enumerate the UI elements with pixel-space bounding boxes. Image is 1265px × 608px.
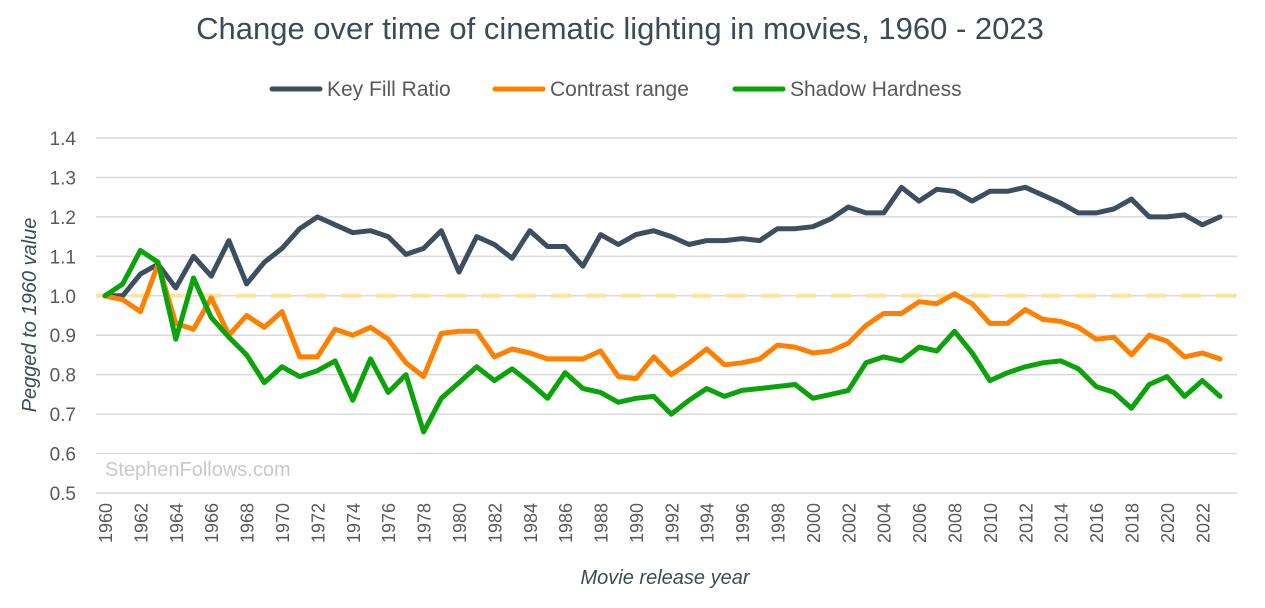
x-tick-label: 1996 bbox=[733, 503, 753, 543]
x-tick-label: 1984 bbox=[521, 503, 541, 543]
x-tick-label: 1964 bbox=[167, 503, 187, 543]
x-tick-label: 1986 bbox=[556, 503, 576, 543]
x-tick-label: 1976 bbox=[379, 503, 399, 543]
x-tick-label: 2010 bbox=[981, 503, 1001, 543]
legend: Key Fill Ratio Contrast range Shadow Hardn… bbox=[269, 78, 962, 101]
x-tick-label: 2018 bbox=[1123, 503, 1143, 543]
x-tick-label: 1970 bbox=[273, 503, 293, 543]
x-tick-label: 1988 bbox=[592, 503, 612, 543]
chart-title: Change over time of cinematic lighting i… bbox=[196, 11, 1044, 46]
x-axis-ticks: 1960 1962 1964 1966 1968 1970 1972 1974 1976 1978… bbox=[96, 503, 1213, 543]
x-tick-label: 1982 bbox=[485, 503, 505, 543]
legend-label: Contrast range bbox=[550, 78, 689, 101]
x-tick-label: 2022 bbox=[1193, 503, 1213, 543]
x-tick-label: 1978 bbox=[415, 503, 435, 543]
x-tick-label: 2002 bbox=[839, 503, 859, 543]
x-tick-label: 2012 bbox=[1016, 503, 1036, 543]
x-tick-label: 1992 bbox=[662, 503, 682, 543]
y-axis-ticks: 0.5 0.6 0.7 0.8 0.9 1.0 1.1 1.2 1.3 1.4 bbox=[50, 129, 77, 505]
y-tick-label: 1.3 bbox=[50, 168, 76, 189]
x-tick-label: 2004 bbox=[875, 503, 895, 543]
watermark: StephenFollows.com bbox=[105, 459, 291, 481]
legend-label: Key Fill Ratio bbox=[327, 78, 451, 101]
x-tick-label: 1994 bbox=[698, 503, 718, 543]
series-line-contrast-range bbox=[102, 261, 1223, 382]
x-tick-label: 2006 bbox=[910, 503, 930, 543]
y-tick-label: 0.6 bbox=[50, 445, 76, 466]
y-tick-label: 1.2 bbox=[50, 208, 76, 229]
x-tick-label: 1998 bbox=[769, 503, 789, 543]
x-tick-label: 2016 bbox=[1087, 503, 1107, 543]
y-axis-label: Pegged to 1960 value bbox=[19, 218, 41, 413]
y-tick-label: 1.1 bbox=[50, 247, 76, 268]
series-line-key-fill-ratio bbox=[102, 184, 1223, 299]
x-tick-label: 1966 bbox=[202, 503, 222, 543]
x-tick-label: 1974 bbox=[344, 503, 364, 543]
x-tick-label: 2000 bbox=[804, 503, 824, 543]
x-tick-label: 1962 bbox=[131, 503, 151, 543]
y-tick-label: 0.5 bbox=[50, 484, 76, 505]
gridlines bbox=[96, 137, 1237, 494]
series-lines bbox=[102, 184, 1223, 435]
x-tick-label: 1968 bbox=[238, 503, 258, 543]
x-tick-label: 2020 bbox=[1158, 503, 1178, 543]
x-axis-label: Movie release year bbox=[581, 567, 751, 589]
x-tick-label: 1980 bbox=[450, 503, 470, 543]
y-tick-label: 0.8 bbox=[50, 366, 76, 387]
x-tick-label: 1960 bbox=[96, 503, 116, 543]
x-tick-label: 2008 bbox=[946, 503, 966, 543]
y-tick-label: 0.7 bbox=[50, 405, 76, 426]
series-line-shadow-hardness bbox=[102, 247, 1223, 435]
legend-label: Shadow Hardness bbox=[790, 78, 962, 101]
y-tick-label: 1.4 bbox=[50, 129, 77, 150]
x-tick-label: 1990 bbox=[627, 503, 647, 543]
y-tick-label: 0.9 bbox=[50, 326, 76, 347]
x-tick-label: 1972 bbox=[308, 503, 328, 543]
y-tick-label: 1.0 bbox=[50, 287, 76, 308]
x-tick-label: 2014 bbox=[1052, 503, 1072, 543]
